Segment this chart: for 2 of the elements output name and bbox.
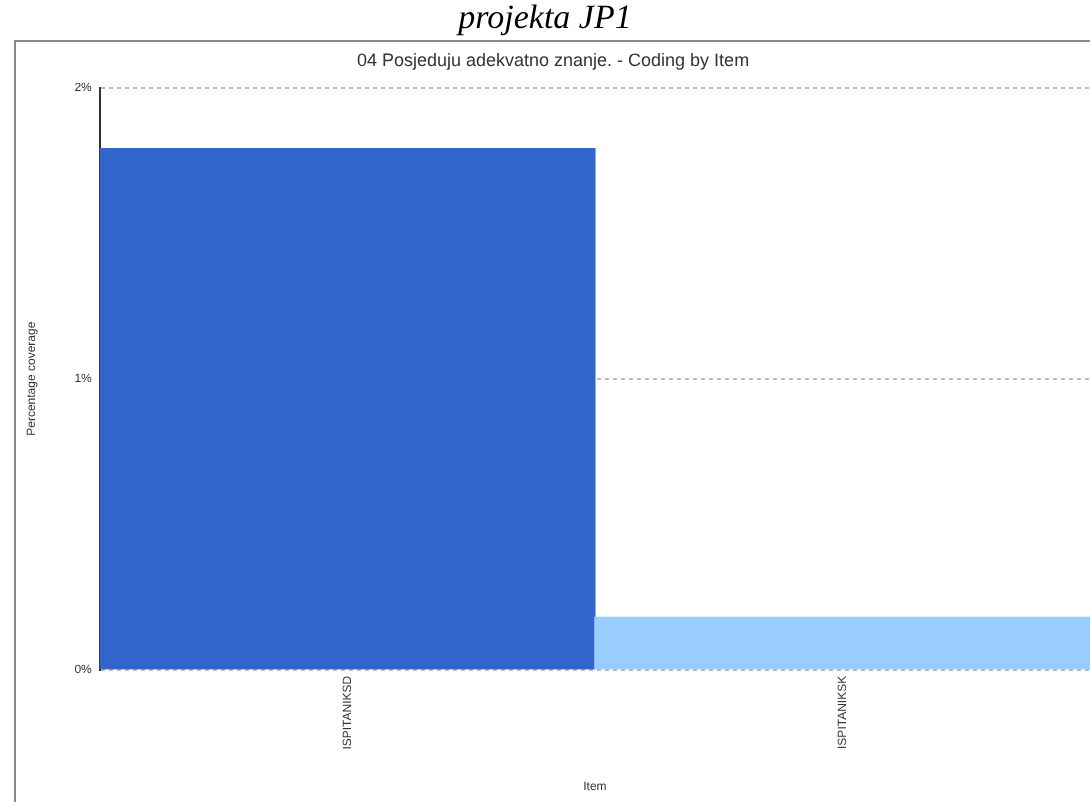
chart-title: 04 Posjeduju adekvatno znanje. - Coding by Item [356,49,750,70]
text: projekta JP1 [454,0,634,36]
